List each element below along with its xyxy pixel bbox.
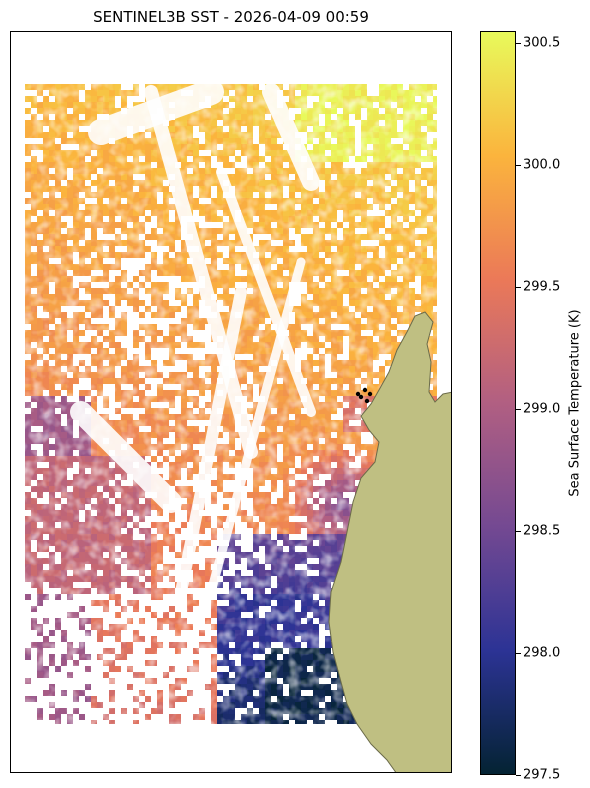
- sst-map: [10, 31, 452, 773]
- chart-title: SENTINEL3B SST - 2026-04-09 00:59: [93, 8, 369, 26]
- sst-heatmap: [25, 79, 451, 772]
